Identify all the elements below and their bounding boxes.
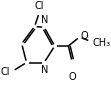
Text: N: N bbox=[41, 65, 48, 75]
Text: O: O bbox=[81, 31, 88, 41]
Text: N: N bbox=[41, 15, 48, 25]
Text: CH₃: CH₃ bbox=[92, 38, 111, 48]
Text: O: O bbox=[69, 71, 76, 82]
Text: Cl: Cl bbox=[0, 66, 10, 76]
Text: Cl: Cl bbox=[35, 1, 44, 11]
